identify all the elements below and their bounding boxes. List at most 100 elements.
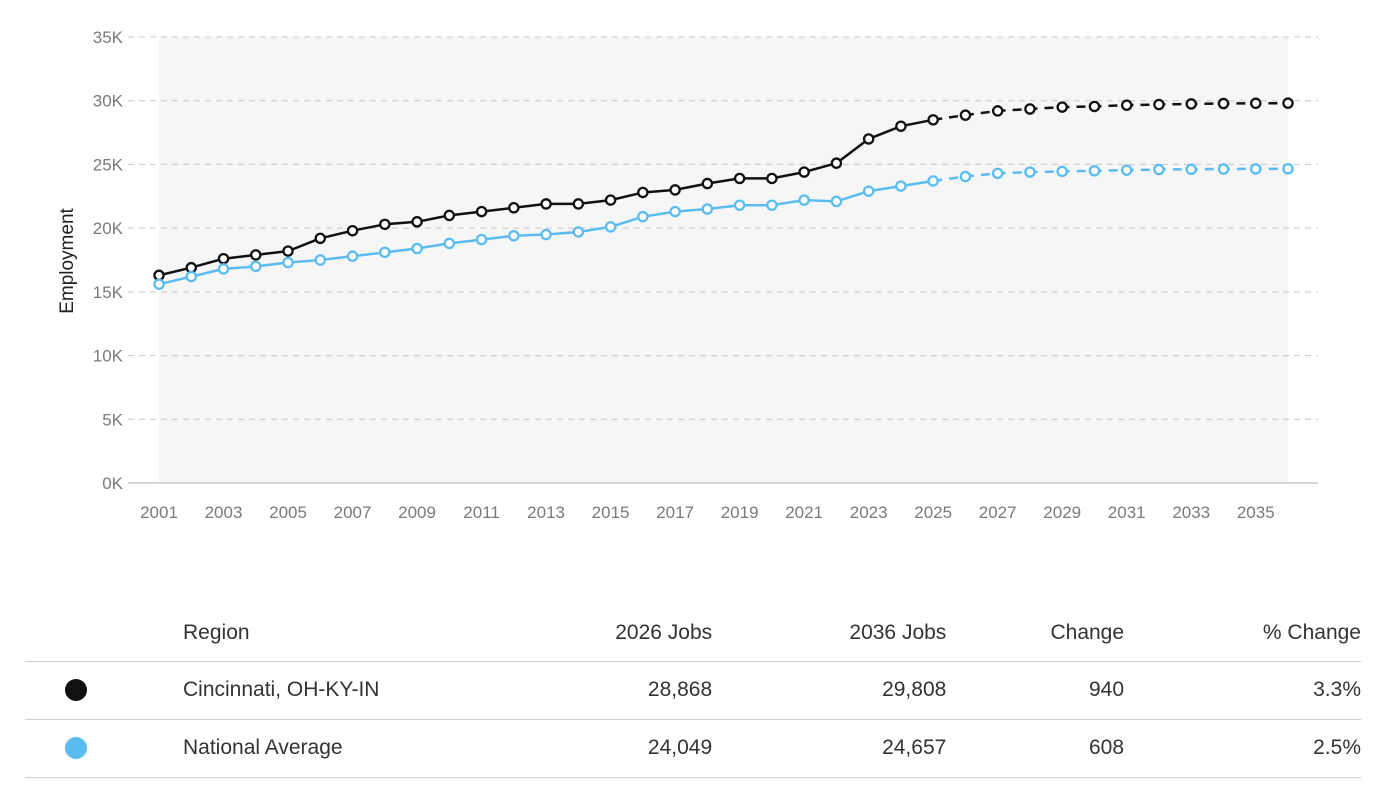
data-point	[508, 230, 520, 242]
pct-change-value: 2.5%	[1313, 736, 1361, 759]
header-2036-jobs: 2036 Jobs	[849, 621, 947, 645]
data-point	[443, 209, 456, 222]
y-tick-label: 0K	[102, 474, 123, 493]
x-tick-label: 2009	[398, 503, 436, 522]
data-point	[572, 198, 585, 210]
data-point	[637, 186, 649, 199]
data-point	[798, 194, 810, 206]
x-tick-label: 2021	[785, 503, 823, 522]
data-point	[1056, 101, 1068, 113]
data-point	[217, 263, 230, 275]
data-point	[798, 166, 810, 178]
data-point	[379, 218, 391, 231]
data-point	[862, 133, 875, 145]
data-point	[766, 172, 778, 185]
data-point	[927, 114, 939, 126]
x-tick-label: 2015	[592, 503, 630, 522]
data-point	[637, 210, 649, 223]
table-row: National Average 24,049 24,657 608 2.5%	[25, 719, 1361, 777]
data-point	[411, 216, 423, 228]
y-tick-label: 30K	[93, 92, 124, 111]
data-point	[959, 109, 972, 121]
y-tick-label: 25K	[93, 155, 124, 174]
change-value: 608	[1088, 736, 1125, 759]
data-point	[1024, 166, 1036, 178]
data-point	[1153, 163, 1165, 176]
data-point	[830, 157, 843, 169]
region-name: Cincinnati, OH-KY-IN	[183, 678, 380, 701]
header-2026-jobs: 2026 Jobs	[615, 621, 713, 645]
data-point	[895, 120, 907, 132]
x-tick-label: 2035	[1237, 503, 1275, 522]
data-point	[1185, 98, 1197, 110]
x-tick-label: 2025	[914, 503, 952, 522]
data-point	[250, 249, 262, 261]
jobs-2026-value: 28,868	[647, 678, 713, 701]
data-point	[185, 270, 198, 283]
data-point	[1249, 97, 1262, 110]
plot-background	[159, 37, 1288, 483]
data-point	[862, 185, 875, 197]
data-point	[766, 199, 778, 211]
header-legend-cell	[25, 606, 183, 661]
data-point	[1217, 97, 1230, 110]
x-tick-label: 2031	[1108, 503, 1146, 522]
data-point	[1088, 100, 1101, 113]
series-points	[153, 97, 1294, 290]
x-tick-label: 2033	[1172, 503, 1210, 522]
y-axis-title: Employment	[57, 207, 78, 313]
data-point	[1024, 103, 1036, 115]
legend-dot-national-average	[65, 737, 87, 760]
data-point	[540, 228, 552, 241]
data-point	[1282, 97, 1294, 109]
data-point	[830, 195, 843, 208]
gridlines	[128, 36, 1318, 420]
table-header-row: Region 2026 Jobs 2036 Jobs Change % Chan…	[25, 606, 1361, 661]
legend-dot-cincinnati	[65, 679, 87, 702]
data-point	[217, 252, 230, 265]
data-point	[701, 203, 714, 215]
x-tick-label: 2007	[334, 503, 372, 522]
data-point	[604, 221, 617, 233]
data-point	[379, 246, 391, 259]
data-point	[991, 105, 1004, 117]
data-point	[1217, 163, 1230, 175]
x-tick-label: 2003	[205, 503, 243, 522]
y-tick-label: 5K	[102, 410, 123, 429]
x-tick-label: 2027	[979, 503, 1017, 522]
x-tick-label: 2023	[850, 503, 888, 522]
data-point	[443, 237, 456, 250]
data-point	[1120, 99, 1133, 111]
data-point	[959, 170, 972, 183]
y-tick-label: 15K	[93, 283, 124, 302]
y-tick-label: 20K	[93, 219, 124, 238]
data-point	[411, 242, 423, 255]
summary-table: Region 2026 Jobs 2036 Jobs Change % Chan…	[25, 606, 1361, 778]
data-point	[701, 177, 714, 190]
data-point	[475, 233, 488, 246]
x-tick-label: 2011	[463, 503, 500, 522]
data-point	[346, 224, 359, 237]
data-point	[669, 184, 681, 196]
region-name: National Average	[183, 736, 343, 759]
header-pct-change: % Change	[1262, 621, 1361, 645]
data-point	[1249, 163, 1262, 175]
data-point	[991, 167, 1004, 180]
y-tick-label: 10K	[93, 347, 124, 366]
jobs-2036-value: 24,657	[882, 736, 947, 759]
data-point	[572, 226, 585, 238]
x-tick-label: 2029	[1043, 503, 1081, 522]
x-tick-label: 2001	[140, 503, 178, 522]
jobs-2036-value: 29,808	[882, 678, 947, 701]
change-value: 940	[1088, 678, 1125, 701]
data-point	[508, 202, 520, 214]
y-axis-ticks: 0K 5K 10K 15K 20K 25K 30K 35K	[93, 28, 124, 493]
data-point	[1153, 98, 1165, 111]
table-row: Cincinnati, OH-KY-IN 28,868 29,808 940 3…	[25, 661, 1361, 719]
data-point	[733, 172, 746, 185]
data-point	[282, 256, 294, 269]
data-point	[1185, 163, 1197, 176]
plot-area-background	[159, 37, 1288, 483]
jobs-2026-value: 24,049	[647, 736, 713, 759]
data-point	[1282, 163, 1294, 175]
